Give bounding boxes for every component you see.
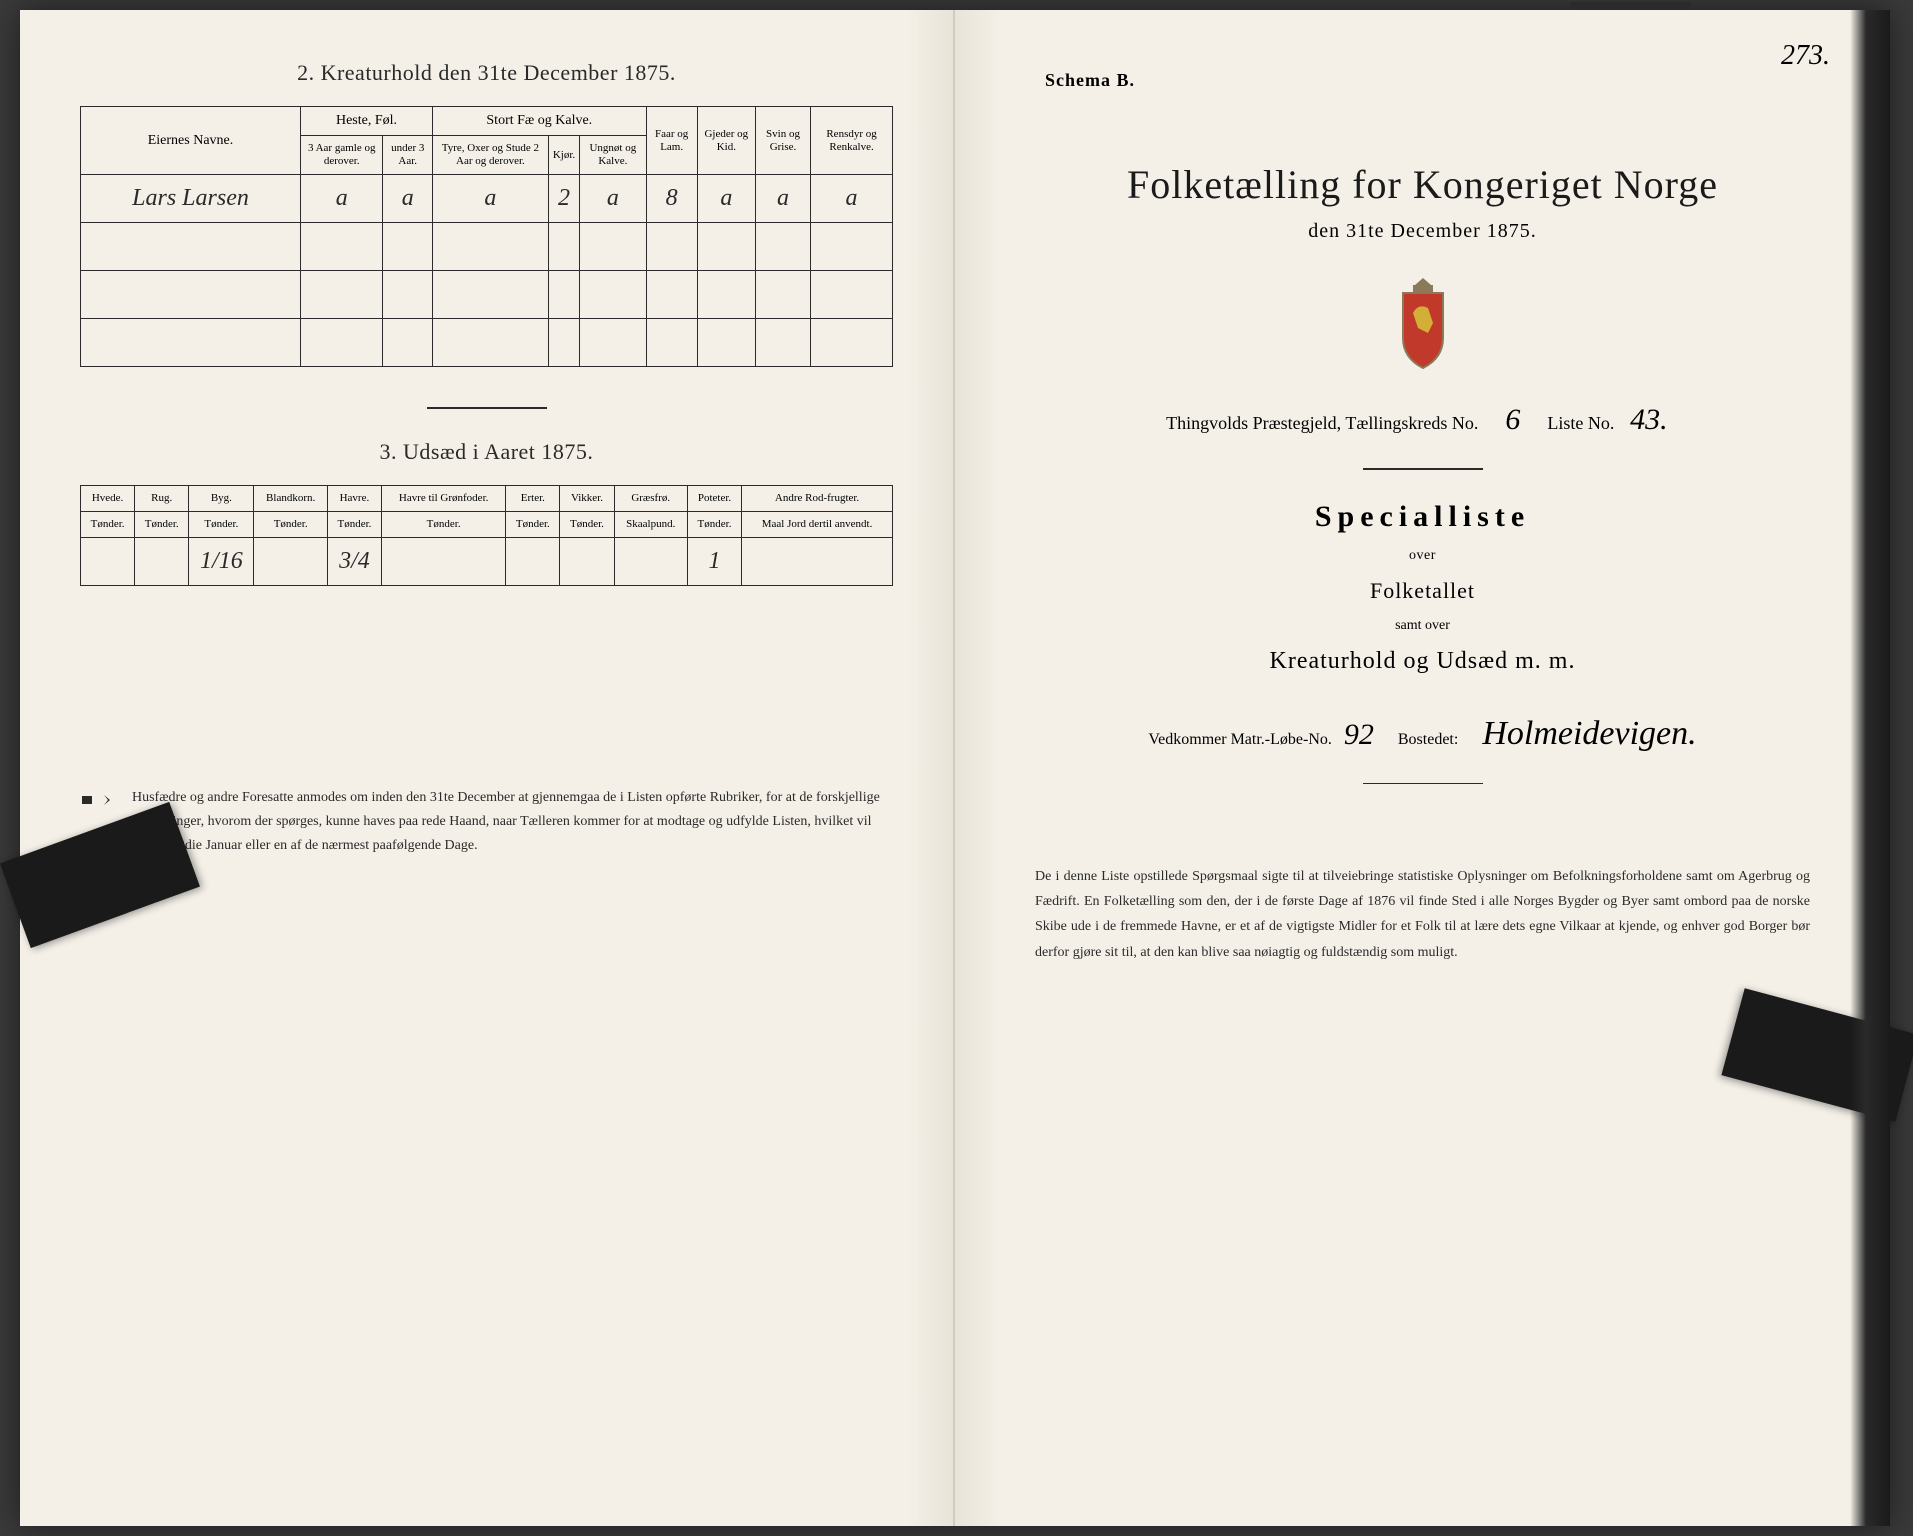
th-stort-group: Stort Fæ og Kalve. (433, 107, 647, 136)
th-unit-skpd: Skaalpund. (614, 512, 687, 538)
census-subtitle: den 31te December 1875. (1015, 220, 1830, 243)
matr-label: Vedkommer Matr.-Løbe-No. (1148, 731, 1332, 748)
cell: a (383, 175, 433, 223)
cell (742, 538, 893, 586)
cell (560, 538, 614, 586)
right-page: 273. Schema B. Folketælling for Kongerig… (955, 10, 1890, 1526)
cell (254, 538, 327, 586)
cell: a (580, 175, 646, 223)
cell (81, 538, 135, 586)
th-unit: Tønder. (687, 512, 741, 538)
table-row (81, 223, 893, 271)
th-rug: Rug. (135, 485, 189, 511)
pointing-hand-icon (80, 790, 120, 810)
divider (1363, 468, 1483, 470)
th-graesfro: Græsfrø. (614, 485, 687, 511)
th-stort-a: Tyre, Oxer og Stude 2 Aar og derover. (433, 136, 549, 175)
note-block: Husfædre og andre Foresatte anmodes om i… (80, 786, 893, 857)
cell: 8 (646, 175, 697, 223)
table-row: 1/16 3/4 1 (81, 538, 893, 586)
th-heste-a: 3 Aar gamle og derover. (301, 136, 383, 175)
cell: 3/4 (327, 538, 381, 586)
table2-wrap: Eiernes Navne. Heste, Føl. Stort Fæ og K… (80, 106, 893, 367)
cell: a (755, 175, 810, 223)
table-kreaturhold: Eiernes Navne. Heste, Føl. Stort Fæ og K… (80, 106, 893, 367)
th-poteter: Poteter. (687, 485, 741, 511)
cell (614, 538, 687, 586)
th-stort-b: Kjør. (548, 136, 579, 175)
cell (135, 538, 189, 586)
section2-title: 2. Kreaturhold den 31te December 1875. (80, 60, 893, 86)
divider (1363, 783, 1483, 785)
th-rensdyr: Rensdyr og Renkalve. (811, 107, 893, 175)
liste-label: Liste No. (1547, 413, 1614, 433)
table-row (81, 319, 893, 367)
bostedet: Holmeidevigen. (1462, 715, 1696, 752)
cell: 1/16 (189, 538, 254, 586)
liste-no: 43. (1619, 403, 1679, 438)
district-line: Thingvolds Præstegjeld, Tællingskreds No… (1015, 403, 1830, 438)
th-unit: Tønder. (81, 512, 135, 538)
samt-text: samt over (1015, 618, 1830, 634)
cell: a (433, 175, 549, 223)
bosted-label: Bostedet: (1398, 731, 1458, 748)
th-unit: Tønder. (560, 512, 614, 538)
cell (506, 538, 560, 586)
cell: a (301, 175, 383, 223)
table-udsaed: Hvede. Rug. Byg. Blandkorn. Havre. Havre… (80, 485, 893, 586)
matr-line: Vedkommer Matr.-Løbe-No. 92 Bostedet: Ho… (1015, 715, 1830, 753)
title-text: Folketælling for Kongeriget Norge (1015, 161, 1830, 208)
th-unit: Tønder. (506, 512, 560, 538)
th-unit: Tønder. (189, 512, 254, 538)
section3-title: 3. Udsæd i Aaret 1875. (80, 439, 893, 465)
th-faar: Faar og Lam. (646, 107, 697, 175)
th-vikker: Vikker. (560, 485, 614, 511)
th-erter: Erter. (506, 485, 560, 511)
book-spread: 2. Kreaturhold den 31te December 1875. E… (20, 10, 1890, 1526)
th-unit: Tønder. (382, 512, 506, 538)
right-edge-shadow (1850, 10, 1890, 1526)
th-name: Eiernes Navne. (81, 107, 301, 175)
specialliste-heading: Specialliste (1015, 500, 1830, 534)
th-svin: Svin og Grise. (755, 107, 810, 175)
bottom-paragraph: De i denne Liste opstillede Spørgsmaal s… (1015, 864, 1830, 965)
owner-name: Lars Larsen (81, 175, 301, 223)
schema-label: Schema B. (1045, 70, 1830, 91)
th-unit-maal: Maal Jord dertil anvendt. (742, 512, 893, 538)
cell: 2 (548, 175, 579, 223)
table-row: Lars Larsen a a a 2 a 8 a a a (81, 175, 893, 223)
over-text: over (1015, 548, 1830, 564)
cell: a (811, 175, 893, 223)
th-havre: Havre. (327, 485, 381, 511)
cell: 1 (687, 538, 741, 586)
matr-no: 92 (1336, 718, 1382, 751)
th-havre-gron: Havre til Grønfoder. (382, 485, 506, 511)
district-no: 6 (1483, 403, 1543, 438)
th-stort-c: Ungnøt og Kalve. (580, 136, 646, 175)
table3-wrap: Hvede. Rug. Byg. Blandkorn. Havre. Havre… (80, 485, 893, 586)
page-number: 273. (1781, 40, 1830, 72)
folketallet-text: Folketallet (1015, 578, 1830, 604)
th-heste-b: under 3 Aar. (383, 136, 433, 175)
divider (427, 407, 547, 409)
th-hvede: Hvede. (81, 485, 135, 511)
left-page: 2. Kreaturhold den 31te December 1875. E… (20, 10, 955, 1526)
census-title: Folketælling for Kongeriget Norge (1015, 161, 1830, 208)
district-label: Thingvolds Præstegjeld, Tællingskreds No… (1166, 413, 1478, 433)
cell (382, 538, 506, 586)
th-heste-group: Heste, Føl. (301, 107, 433, 136)
kreatur-text: Kreaturhold og Udsæd m. m. (1015, 648, 1830, 675)
coat-of-arms-icon (1383, 273, 1463, 373)
th-blandkorn: Blandkorn. (254, 485, 327, 511)
cell: a (697, 175, 755, 223)
th-andre: Andre Rod-frugter. (742, 485, 893, 511)
th-unit: Tønder. (327, 512, 381, 538)
th-unit: Tønder. (135, 512, 189, 538)
th-unit: Tønder. (254, 512, 327, 538)
note-text: Husfædre og andre Foresatte anmodes om i… (132, 786, 893, 857)
table-row (81, 271, 893, 319)
th-byg: Byg. (189, 485, 254, 511)
th-gjeder: Gjeder og Kid. (697, 107, 755, 175)
